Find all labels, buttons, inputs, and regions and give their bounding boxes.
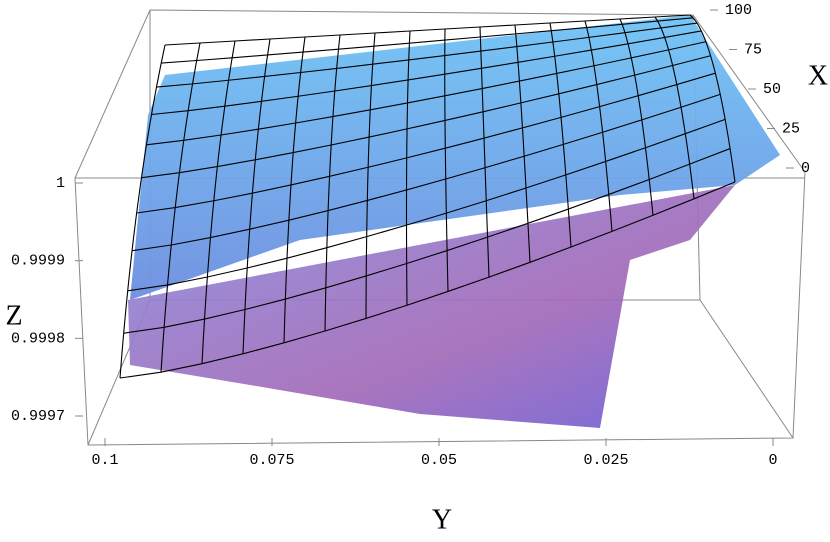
mesh-line xyxy=(549,22,572,248)
xticks-label: 75 xyxy=(744,41,762,58)
mesh-line xyxy=(283,36,306,343)
mesh xyxy=(119,14,736,379)
yticks-label: 0.1 xyxy=(91,452,118,469)
xticks-label: 25 xyxy=(782,120,800,137)
zticks-label: 0.9997 xyxy=(11,408,65,425)
mesh-line xyxy=(146,41,706,146)
mesh-line xyxy=(127,118,726,292)
mesh-line xyxy=(405,30,411,306)
mesh-line xyxy=(324,34,341,332)
mesh-line xyxy=(151,30,702,116)
mesh-line xyxy=(119,44,166,379)
mesh-line xyxy=(479,26,490,278)
surface xyxy=(128,15,780,428)
mesh-line xyxy=(141,55,711,179)
mesh-line xyxy=(514,24,531,263)
mesh-line xyxy=(160,42,201,373)
mesh-line xyxy=(164,14,691,46)
mesh-line xyxy=(136,72,716,214)
zticks-label: 0.9998 xyxy=(11,330,65,347)
mesh-line xyxy=(156,22,698,88)
mesh-line xyxy=(123,148,731,334)
mesh-line xyxy=(444,28,449,292)
yticks-label: 0.075 xyxy=(249,452,294,469)
yticks-label: 0.05 xyxy=(421,452,457,469)
mesh-line xyxy=(161,17,694,64)
zticks-label: 1 xyxy=(56,175,65,192)
mesh-line xyxy=(584,20,613,232)
xticks-label: 0 xyxy=(801,160,810,177)
xticks-label: 50 xyxy=(763,81,781,98)
mesh-line xyxy=(242,38,271,354)
z-axis-label: Z xyxy=(5,300,22,331)
mesh-line xyxy=(131,93,721,252)
mesh-line xyxy=(365,32,376,319)
mesh-line xyxy=(201,40,236,364)
yticks-label: 0.025 xyxy=(583,452,628,469)
x-axis-label: X xyxy=(808,60,828,91)
yticks-label: 0 xyxy=(768,452,777,469)
mesh-line xyxy=(119,181,736,379)
y-axis-label: Y xyxy=(432,504,452,535)
zticks-label: 0.9999 xyxy=(11,253,65,270)
xticks-label: 100 xyxy=(725,2,752,19)
mesh-line xyxy=(619,18,654,216)
